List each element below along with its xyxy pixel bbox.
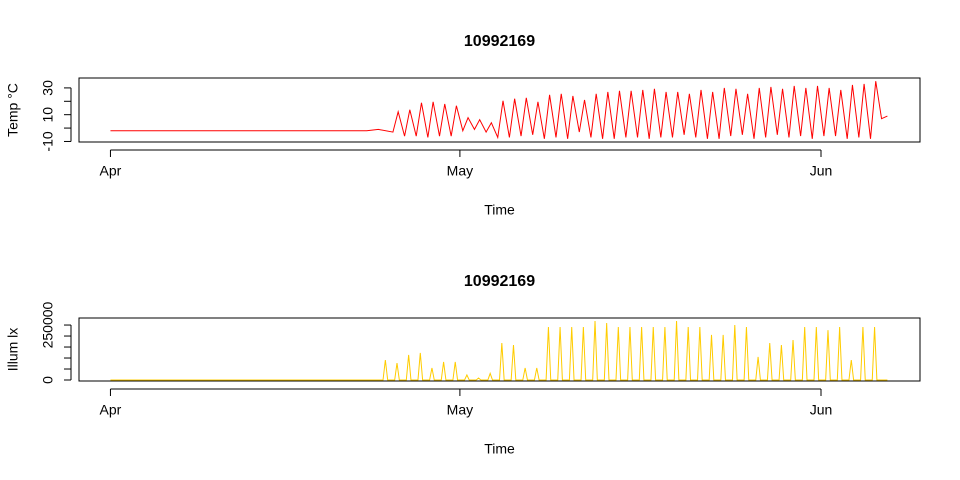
chart-title: 10992169 [464,273,535,290]
y-tick-label: 10 [40,107,56,123]
x-tick-label: Apr [100,163,122,179]
y-tick-label: 250000 [40,301,56,348]
x-tick-label: Jun [810,402,833,418]
y-tick-label: 30 [40,80,56,96]
x-tick-label: May [447,163,473,179]
x-tick-label: May [447,402,473,418]
y-axis-label: Temp °C [5,83,21,137]
y-axis-label: Illum lx [5,328,21,372]
data-line [110,321,888,381]
data-line [110,81,888,140]
chart-title: 10992169 [464,33,535,50]
plot-box [78,77,921,143]
y-tick-label: -10 [40,131,56,151]
x-tick-label: Apr [100,402,122,418]
y-tick-label: 0 [40,376,56,384]
x-axis-label: Time [484,441,515,457]
x-axis-label: Time [484,202,515,218]
x-tick-label: Jun [810,163,833,179]
plot-box [78,317,921,382]
